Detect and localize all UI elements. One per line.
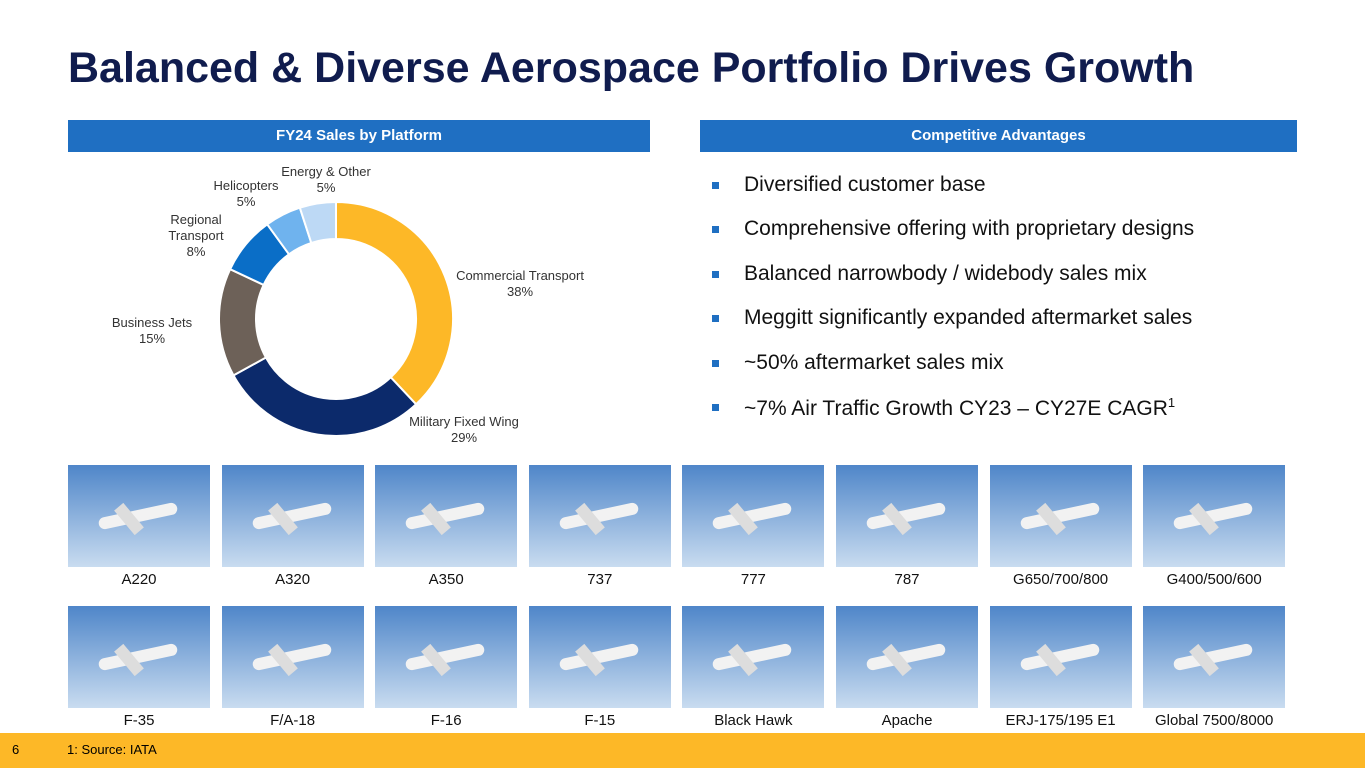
segment-value: 38% bbox=[506, 284, 534, 299]
donut-segment bbox=[335, 200, 454, 406]
aircraft-image bbox=[682, 465, 825, 567]
bullet-text-wrap: Meggitt significantly expanded aftermark… bbox=[744, 306, 1192, 330]
segment-value: 8% bbox=[186, 244, 206, 259]
aircraft-image bbox=[221, 606, 364, 708]
aircraft-image bbox=[682, 606, 825, 708]
aircraft-caption: Black Hawk bbox=[714, 712, 793, 729]
aircraft-caption: 787 bbox=[894, 571, 920, 588]
aircraft-image bbox=[1143, 606, 1286, 708]
segment-name: Commercial Transport bbox=[456, 268, 584, 283]
bullet-marker bbox=[712, 359, 719, 367]
page-number: 6 bbox=[12, 742, 20, 757]
aircraft-image bbox=[375, 606, 518, 708]
aircraft-caption: ERJ-175/195 E1 bbox=[1005, 712, 1116, 729]
segment-label: Energy & Other 5% bbox=[236, 164, 416, 196]
segment-label: Regional Transport 8% bbox=[161, 212, 231, 260]
bullet-text: Meggitt significantly expanded aftermark… bbox=[744, 306, 1193, 330]
segment-value: 29% bbox=[450, 430, 478, 445]
bullet-text: Diversified customer base bbox=[744, 173, 986, 196]
aircraft-caption: 777 bbox=[740, 571, 766, 588]
aircraft-caption: F-16 bbox=[430, 712, 462, 729]
slide-title: Balanced & Diverse Aerospace Portfolio D… bbox=[68, 44, 1195, 92]
bullet-text-wrap: Diversified customer base bbox=[744, 173, 986, 197]
aircraft-caption: F-35 bbox=[123, 712, 155, 729]
segment-label: Military Fixed Wing 29% bbox=[374, 414, 554, 446]
aircraft-caption: A320 bbox=[275, 571, 311, 588]
bullet-marker bbox=[712, 182, 719, 189]
bullet-text-wrap: ~7% Air Traffic Growth CY23 – CY27E CAGR… bbox=[744, 395, 1175, 421]
donut-segment bbox=[298, 200, 337, 245]
aircraft-image bbox=[68, 606, 210, 708]
aircraft-caption: A350 bbox=[428, 571, 464, 588]
aircraft-image bbox=[989, 465, 1132, 567]
segment-name: Energy & Other bbox=[281, 164, 371, 179]
bullet-text-wrap: Comprehensive offering with proprietary … bbox=[744, 217, 1194, 241]
segment-name: Military Fixed Wing bbox=[409, 414, 519, 429]
bullet-text-wrap: ~50% aftermarket sales mix bbox=[744, 351, 1004, 375]
aircraft-caption: Apache bbox=[881, 712, 933, 729]
bullet-marker bbox=[712, 270, 719, 278]
aircraft-image bbox=[528, 465, 671, 567]
segment-value: 5% bbox=[236, 194, 256, 209]
aircraft-caption: Global 7500/8000 bbox=[1154, 712, 1274, 729]
aircraft-image bbox=[1143, 465, 1286, 567]
segment-name: Helicopters bbox=[213, 178, 279, 193]
aircraft-image bbox=[989, 606, 1132, 708]
bullet-marker bbox=[712, 404, 719, 411]
segment-value: 15% bbox=[138, 331, 166, 346]
bullet-text-wrap: Balanced narrowbody / widebody sales mix bbox=[744, 262, 1147, 286]
bullet-text: Balanced narrowbody / widebody sales mix bbox=[744, 261, 1147, 285]
aircraft-caption: F-15 bbox=[584, 712, 616, 729]
bullet-marker bbox=[712, 315, 719, 323]
segment-name: Business Jets bbox=[111, 315, 193, 330]
aircraft-image bbox=[375, 465, 518, 567]
bullet-text: Comprehensive offering with proprietary … bbox=[744, 217, 1195, 241]
footnote: 1: Source: IATA bbox=[67, 742, 157, 757]
aircraft-caption: G650/700/800 bbox=[1013, 571, 1109, 588]
bullet-text: ~50% aftermarket sales mix bbox=[744, 350, 1004, 374]
aircraft-image bbox=[68, 465, 210, 567]
aircraft-image bbox=[836, 465, 978, 567]
aircraft-caption: 737 bbox=[587, 571, 613, 588]
segment-label: Helicopters 5% bbox=[156, 178, 336, 210]
aircraft-caption: G400/500/600 bbox=[1166, 571, 1262, 588]
footnote-marker: 1 bbox=[1167, 395, 1176, 410]
panel-header: FY24 Sales by Platform bbox=[68, 120, 650, 152]
aircraft-image bbox=[528, 606, 671, 708]
aircraft-image bbox=[221, 465, 364, 567]
segment-name: Regional Transport bbox=[168, 212, 224, 243]
bullet-text: ~7% Air Traffic Growth CY23 – CY27E CAGR bbox=[744, 397, 1168, 420]
segment-value: 5% bbox=[316, 180, 336, 195]
segment-label: Commercial Transport 38% bbox=[430, 268, 610, 300]
aircraft-caption: A220 bbox=[121, 571, 157, 588]
aircraft-caption: F/A-18 bbox=[270, 712, 316, 729]
segment-label: Business Jets 15% bbox=[62, 315, 242, 347]
bullet-marker bbox=[712, 226, 719, 234]
donut-chart bbox=[218, 200, 454, 437]
footer-bar: 6 1: Source: IATA bbox=[0, 733, 1365, 768]
panel-header: Competitive Advantages bbox=[700, 120, 1297, 152]
aircraft-image bbox=[836, 606, 978, 708]
